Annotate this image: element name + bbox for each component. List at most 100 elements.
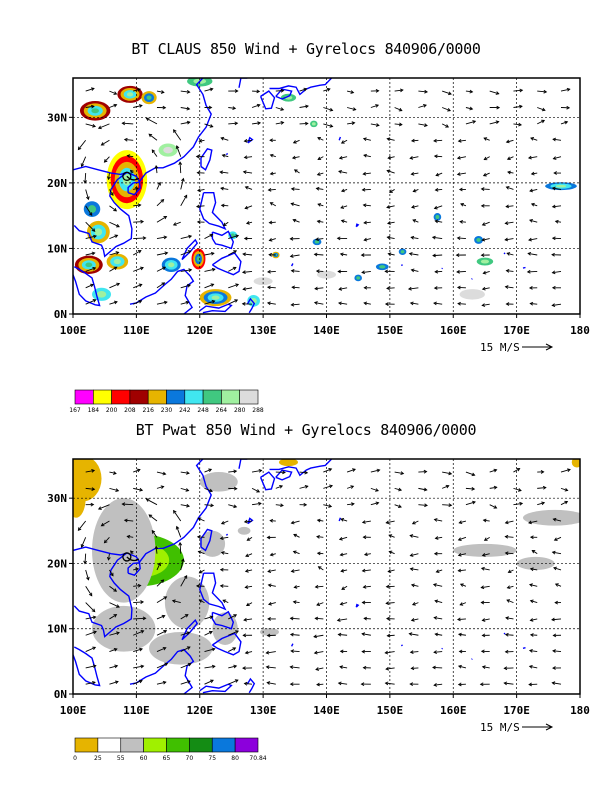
wind-arrow (156, 216, 167, 223)
wind-arrow-head (92, 266, 97, 271)
wind-arrow-head (163, 300, 168, 305)
wind-arrow (530, 303, 538, 305)
colorbar-label: 70.84 (249, 755, 266, 762)
wind-arrow (291, 203, 300, 207)
wind-arrow-head (220, 551, 225, 555)
wind-arrow (244, 156, 253, 159)
wind-arrow (441, 123, 449, 128)
wind-arrow-head (195, 204, 200, 209)
wind-arrow-head (162, 471, 167, 476)
wind-arrow-head (315, 186, 320, 191)
wind-arrow-head (137, 583, 142, 588)
wind-arrow-head (316, 172, 321, 176)
wind-arrow-head (528, 237, 532, 242)
wind-arrow (553, 138, 562, 141)
wind-arrow (411, 269, 419, 272)
wind-arrow-head (266, 681, 271, 685)
coastline (211, 610, 235, 630)
wind-arrow (418, 487, 427, 491)
wind-arrow-head (408, 252, 413, 256)
wind-arrow-head (137, 87, 142, 92)
wind-arrow (291, 520, 300, 524)
wind-arrow (275, 121, 284, 125)
wind-arrow-head (112, 471, 117, 475)
wind-arrow-head (314, 286, 318, 291)
wind-arrow-head (92, 646, 97, 651)
shaded-blob (400, 250, 405, 254)
colorbar-label: 280 (234, 407, 246, 414)
wind-arrow-head (235, 630, 239, 634)
wind-arrow-head (138, 104, 143, 108)
wind-arrow-head (458, 520, 463, 525)
wind-arrow (411, 139, 419, 142)
wind-arrow-head (338, 301, 342, 306)
wind-arrow-head (409, 567, 414, 571)
wind-arrow (410, 156, 419, 159)
wind-arrow-head (337, 269, 342, 274)
lat-tick-label: 20N (47, 177, 67, 190)
wind-arrow-head (388, 534, 393, 538)
wind-arrow (204, 665, 215, 669)
wind-arrow-head (219, 170, 224, 175)
wind-arrow-head (242, 633, 247, 638)
wind-arrow (180, 250, 191, 256)
wind-arrow (204, 268, 215, 272)
wind-arrow (531, 203, 538, 207)
wind-arrow (245, 205, 253, 209)
wind-arrow (180, 504, 190, 507)
panel-1-title: BT CLAUS 850 Wind + Gyrelocs 840906/0000 (131, 40, 481, 58)
colorbar-swatch (111, 389, 131, 405)
wind-arrow-head (412, 219, 417, 223)
wind-arrow-head (88, 212, 93, 217)
wind-arrow (489, 486, 497, 489)
wind-arrow-head (529, 188, 534, 193)
wind-arrow-head (269, 153, 274, 158)
wind-arrow-head (160, 579, 165, 584)
shaded-field (74, 78, 577, 307)
wind-arrow-head (457, 682, 462, 687)
wind-arrow-head (493, 468, 498, 473)
wind-arrow-head (197, 517, 202, 521)
wind-arrow (560, 88, 570, 92)
wind-arrow-head (566, 105, 571, 110)
wind-arrow (180, 178, 184, 190)
wind-arrow-head (92, 680, 96, 685)
wind-arrow (243, 253, 253, 256)
wind-arrow (483, 519, 490, 522)
wind-arrow-head (409, 534, 414, 538)
shaded-blob (113, 258, 121, 265)
wind-arrow (85, 616, 96, 620)
wind-arrow (537, 107, 546, 111)
wind-arrow-head (552, 666, 556, 670)
wind-arrow-head (160, 198, 165, 203)
wind-arrow-head (495, 91, 500, 95)
shaded-blob (196, 256, 201, 262)
wind-arrow-head (433, 205, 438, 210)
wind-arrow-head (375, 123, 380, 127)
wind-arrow-head (91, 251, 96, 256)
wind-arrow-head (526, 269, 531, 274)
coastline (200, 528, 213, 552)
wind-arrow-head (480, 253, 485, 258)
wind-arrow-head (196, 220, 201, 224)
shaded-blob (253, 277, 273, 286)
wind-arrow-head (529, 618, 534, 622)
wind-arrow (204, 88, 213, 92)
lon-tick-label: 180 (570, 324, 590, 337)
wind-arrow (323, 504, 332, 507)
wind-arrow-head (209, 233, 214, 238)
wind-arrow-head (196, 535, 201, 539)
wind-arrow (109, 602, 120, 608)
colorbar-swatch (74, 389, 94, 405)
wind-arrow (85, 205, 93, 216)
wind-arrow-head (363, 552, 368, 557)
wind-arrow (133, 680, 143, 685)
wind-arrow (180, 631, 190, 636)
wind-arrow (204, 679, 214, 685)
wind-arrow-head (163, 630, 168, 634)
lon-tick-label: 100E (60, 704, 87, 717)
wind-arrow-head (291, 285, 296, 290)
wind-arrow-head (398, 107, 403, 112)
shaded-blob (146, 95, 152, 100)
wind-arrow-head (434, 269, 439, 274)
